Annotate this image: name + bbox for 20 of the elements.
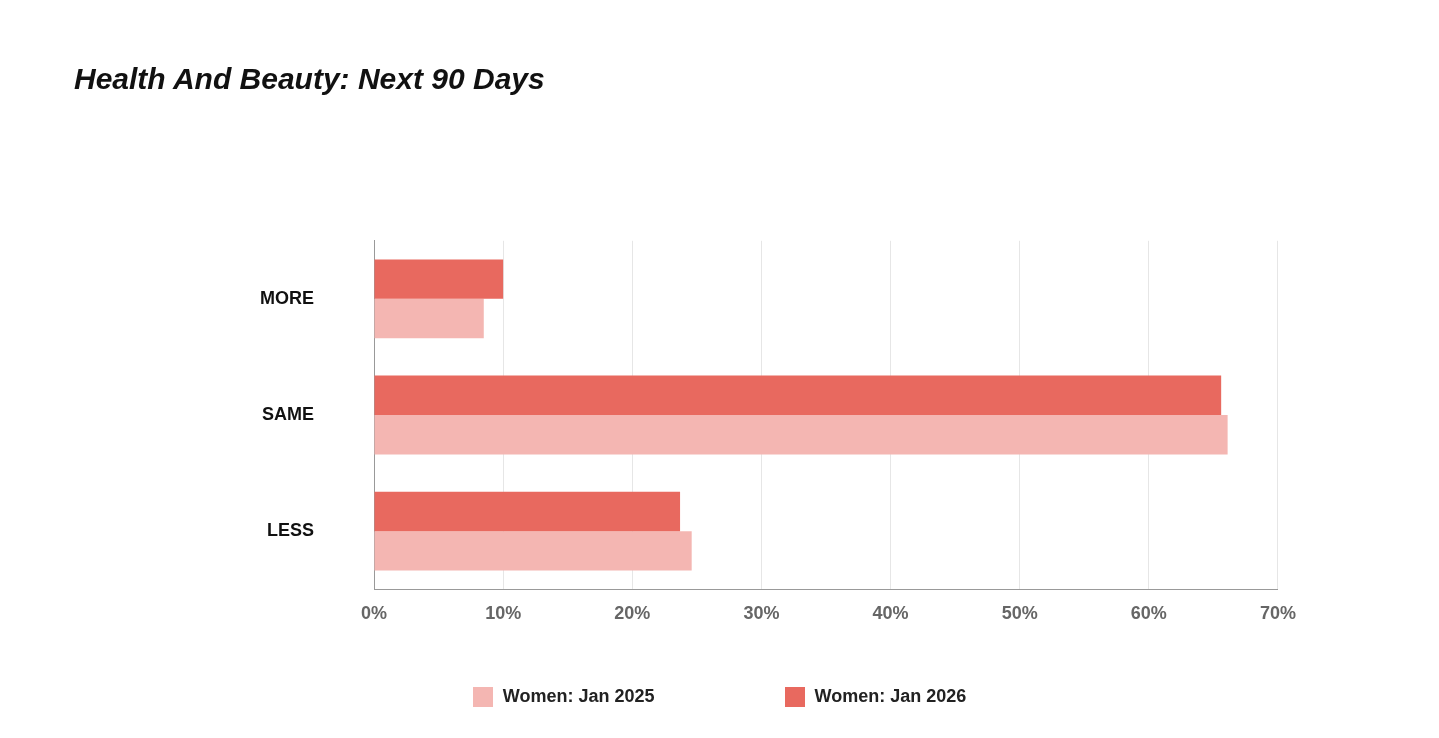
bar bbox=[374, 259, 504, 299]
legend-label: Women: Jan 2026 bbox=[814, 686, 967, 707]
x-tick-label: 30% bbox=[743, 602, 780, 623]
y-tick-label: MORE bbox=[260, 287, 314, 308]
bar bbox=[374, 531, 692, 571]
x-tick-label: 50% bbox=[1001, 602, 1038, 623]
x-tick-label: 0% bbox=[360, 602, 388, 623]
legend-label: Women: Jan 2025 bbox=[502, 686, 655, 707]
y-tick-label: LESS bbox=[266, 520, 314, 541]
bar bbox=[374, 298, 484, 339]
bar bbox=[374, 415, 1228, 455]
x-tick-label: 40% bbox=[872, 602, 909, 623]
x-tick-label: 20% bbox=[614, 602, 651, 623]
y-tick-label: SAME bbox=[261, 403, 314, 424]
bar bbox=[374, 375, 1222, 415]
bar bbox=[374, 491, 681, 532]
x-tick-label: 60% bbox=[1130, 602, 1167, 623]
x-tick-label: 10% bbox=[485, 602, 522, 623]
x-tick-label: 70% bbox=[1259, 602, 1296, 623]
chart-title: Health And Beauty: Next 90 Days bbox=[74, 62, 545, 96]
